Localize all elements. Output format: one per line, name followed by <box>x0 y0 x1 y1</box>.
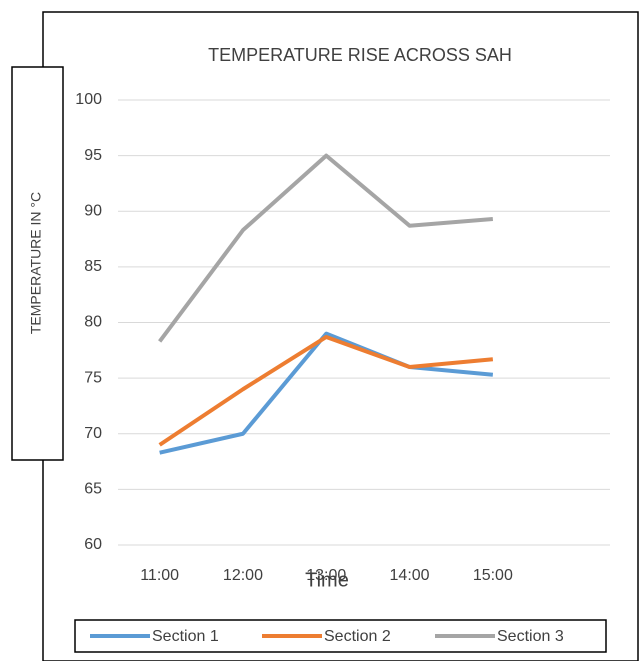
y-tick-label: 95 <box>84 147 102 164</box>
y-tick-label: 75 <box>84 369 102 386</box>
y-tick-label: 70 <box>84 425 102 442</box>
x-tick-label: 14:00 <box>390 567 430 584</box>
x-tick-label: 15:00 <box>473 567 513 584</box>
legend-box <box>74 619 607 653</box>
x-tick-label: 12:00 <box>223 567 263 584</box>
y-tick-label: 85 <box>84 258 102 275</box>
y-tick-label: 65 <box>84 481 102 498</box>
legend-label: Section 1 <box>152 628 219 645</box>
chart-border <box>42 11 639 661</box>
y-axis-label: TEMPERATURE IN °C <box>28 192 44 334</box>
legend-label: Section 2 <box>324 628 391 645</box>
y-tick-label: 100 <box>75 91 102 108</box>
series-line <box>159 331 494 455</box>
series-line <box>158 153 494 343</box>
x-axis-label: Time <box>305 569 349 591</box>
legend-label: Section 3 <box>497 628 564 645</box>
x-tick-label: 13:00 <box>306 567 346 584</box>
x-tick-label: 11:00 <box>140 567 179 584</box>
y-tick-label: 60 <box>84 536 102 553</box>
y-label-box <box>11 66 64 461</box>
y-tick-label: 90 <box>84 202 102 219</box>
chart-title: TEMPERATURE RISE ACROSS SAH <box>208 45 512 65</box>
y-tick-label: 80 <box>84 314 102 331</box>
series-line <box>158 334 494 447</box>
